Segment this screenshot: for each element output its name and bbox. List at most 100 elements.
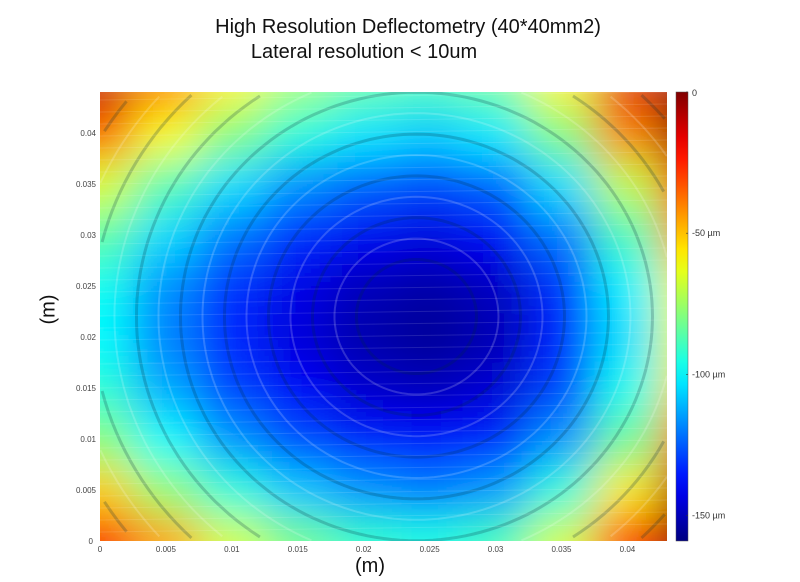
y-tick-label: 0.005 xyxy=(76,486,97,495)
heatmap-cell xyxy=(198,515,266,541)
heatmap-cell xyxy=(100,515,134,541)
heatmap-cell xyxy=(462,158,530,211)
heatmap-cell xyxy=(660,92,667,109)
fringe-arc xyxy=(311,216,522,417)
fringe-arc xyxy=(572,440,665,539)
heatmap-cell xyxy=(462,311,530,364)
heatmap-cell xyxy=(132,362,200,415)
heatmap-cell xyxy=(198,107,266,160)
fringe-arc xyxy=(201,112,632,521)
heatmap-cell xyxy=(198,464,266,517)
heatmap-cell xyxy=(132,158,200,211)
heatmap-cell xyxy=(594,464,662,517)
heatmap-cell xyxy=(396,260,464,313)
x-tick-label: 0.005 xyxy=(156,545,177,554)
heatmap-cell xyxy=(462,260,530,313)
heatmap-cell xyxy=(594,413,662,466)
heatmap-cell xyxy=(198,260,266,313)
fringe-arc xyxy=(609,95,667,157)
fringe-line xyxy=(100,331,667,341)
fringe-arc xyxy=(222,132,610,501)
heatmap-cell xyxy=(462,209,530,262)
heatmap-cell xyxy=(528,413,596,466)
fringe-line xyxy=(100,427,667,437)
fringe-line xyxy=(100,523,667,533)
fringe-arc xyxy=(100,390,193,539)
fringe-line xyxy=(100,499,667,509)
heatmap-cell xyxy=(100,311,134,364)
heatmap-cell xyxy=(264,209,332,262)
fringe-arc xyxy=(103,500,128,533)
x-axis-label: (m) xyxy=(355,555,385,577)
fringe-line xyxy=(100,163,667,173)
colorbar-ticks: 0 -50 µm -100 µm -150 µm xyxy=(686,88,725,521)
x-tick-label: 0 xyxy=(98,545,103,554)
fringe-line xyxy=(100,403,667,413)
fringe-arc xyxy=(157,92,312,541)
fringe-arc xyxy=(113,95,223,538)
colorbar-tick-label: -50 µm xyxy=(692,228,720,238)
fringe-line xyxy=(100,151,667,161)
heatmap-cell xyxy=(594,92,662,109)
fringe-line xyxy=(100,259,667,269)
x-tick-label: 0.02 xyxy=(356,545,372,554)
heatmap-cell xyxy=(100,158,134,211)
x-tick-label: 0.01 xyxy=(224,545,240,554)
heatmap-cell xyxy=(264,107,332,160)
x-tick-label: 0.035 xyxy=(551,545,572,554)
fringe-line xyxy=(100,283,667,293)
fringe-line xyxy=(100,451,667,461)
heatmap-cell xyxy=(198,209,266,262)
fringe-arc xyxy=(355,258,478,375)
heatmap-cell xyxy=(330,158,398,211)
heatmap-cell xyxy=(198,311,266,364)
fringe-pattern xyxy=(100,92,667,541)
heatmap-cell xyxy=(264,464,332,517)
heatmap-cell xyxy=(396,515,464,541)
colorbar-tick-label: -100 µm xyxy=(692,369,725,379)
heatmap-cell xyxy=(660,362,667,415)
heatmap-cell xyxy=(264,260,332,313)
fringe-line xyxy=(100,367,667,377)
fringe-arc xyxy=(520,92,667,258)
heatmap-cell xyxy=(660,260,667,313)
colorbar-tick-label: -150 µm xyxy=(692,511,725,521)
fringe-line xyxy=(100,487,667,497)
fringe-line xyxy=(100,355,667,365)
x-tick-label: 0.025 xyxy=(420,545,441,554)
fringe-arc xyxy=(100,94,193,243)
heatmap-cell xyxy=(330,92,398,109)
heatmap-cell xyxy=(330,413,398,466)
heatmap-cell xyxy=(100,92,134,109)
fringe-arc xyxy=(103,100,128,133)
heatmap-cell xyxy=(660,464,667,517)
fringe-line xyxy=(100,187,667,197)
heatmap-cell xyxy=(100,362,134,415)
heatmap-cell xyxy=(660,311,667,364)
heatmap-cell xyxy=(198,362,266,415)
fringe-line xyxy=(100,247,667,257)
heatmap-cell xyxy=(330,464,398,517)
colorbar-tick-label: 0 xyxy=(692,88,697,98)
heatmap-cell xyxy=(132,107,200,160)
heatmap-cell xyxy=(132,311,200,364)
heatmap-cell xyxy=(198,92,266,109)
heatmap-cell xyxy=(264,158,332,211)
heatmap-cell xyxy=(528,260,596,313)
fringe-arc xyxy=(609,476,667,538)
heatmap-cell xyxy=(132,209,200,262)
y-ticks: 0 0.005 0.01 0.015 0.02 0.025 0.03 0.035 0.04 xyxy=(76,129,97,546)
fringe-line xyxy=(100,391,667,401)
heatmap-cell xyxy=(528,158,596,211)
fringe-line xyxy=(100,511,667,521)
fringe-line xyxy=(100,463,667,473)
fringe-line xyxy=(100,103,667,113)
y-tick-label: 0.015 xyxy=(76,384,97,393)
heatmap-cell xyxy=(264,413,332,466)
y-tick-label: 0.04 xyxy=(80,129,96,138)
heatmap-cell xyxy=(198,413,266,466)
fringe-line xyxy=(100,235,667,245)
heatmap-cell xyxy=(462,464,530,517)
heatmap-cell xyxy=(528,515,596,541)
heatmap-cell xyxy=(660,107,667,160)
